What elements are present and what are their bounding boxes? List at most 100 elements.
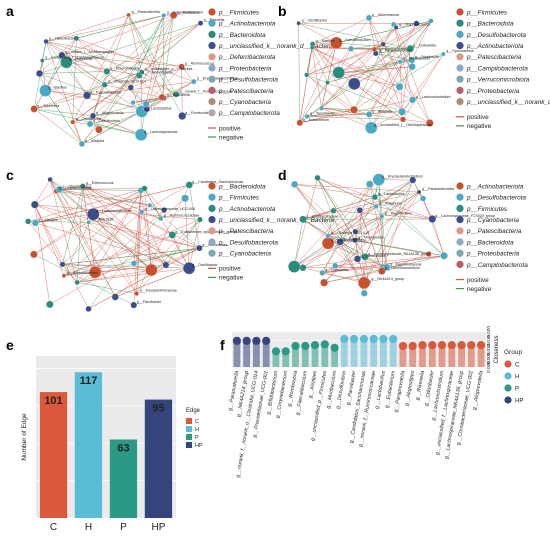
lollipop-point [477,341,486,350]
positive-edge [411,20,432,61]
network-node [425,251,432,257]
negative-edge [62,264,190,269]
network-node-label: g__Sporosarcina [446,49,473,53]
network-node-label: g__Lactobacillus [145,106,172,110]
network-node [380,41,386,47]
network-node-label: g__Parabacteroides [422,187,454,191]
lollipop-stem [467,345,475,367]
positive-edge [88,222,152,271]
negative-edge [86,71,108,96]
network-legend: p__Firmicutes p__Bacteroidota p__Desulfoba… [456,8,550,130]
legend-dot [208,216,216,224]
negative-edge [374,196,445,256]
negative-edge [128,14,177,95]
positive-edge [34,95,88,110]
positive-edge [76,38,194,82]
lollipop-point [467,341,476,350]
legend-dot [208,109,216,117]
positive-edge [146,15,174,110]
lollipop-point [301,341,310,351]
negative-edge [136,219,201,294]
network-node-label: g__Alloprevotella [96,111,124,115]
lollipop-stem [389,339,397,367]
network-node [46,300,54,309]
positive-edge [35,184,190,224]
y-tick-label: 0.000 [486,361,492,373]
network-node-label: g__unclassified_o__Clostridia [145,67,193,71]
positive-edge [335,255,445,267]
legend-label: p__Patescibacteria [218,228,274,235]
negative-edge [72,38,77,123]
positive-edge [294,184,375,198]
network-node [95,125,103,134]
network-node-label: g__norank_f__Ruminococcaceae [179,89,233,93]
panel-letter-d: d [278,167,287,183]
network-node-label: g__Oscillibacter [76,117,102,121]
network-node-label: g__Ruminococcus [185,62,215,66]
negative-edge [322,183,370,274]
network-node [330,36,343,50]
legend-dot [456,249,464,257]
positive-edge [302,206,377,268]
lollipop-point [428,341,437,350]
positive-edge [28,188,145,222]
network-node [139,69,145,75]
negative-edge [307,109,355,117]
positive-edge [61,54,182,67]
negative-edge [133,247,200,264]
positive-edge [401,53,444,113]
positive-edge [321,42,337,109]
network-node [30,105,38,113]
positive-edge [327,61,401,83]
network-node-label: g__Bilophila [372,109,392,113]
network-node-label: g__UBA1819 [92,217,113,221]
positive-edge [342,27,397,74]
network-panel-d: g__Helicobacter g__NK4A214_group g__Rosebu… [288,173,528,297]
positive-edge [312,43,339,73]
positive-edge [82,185,137,294]
network-node-label: g__Dubosiella [167,93,190,97]
network-node [127,84,134,91]
lollipop-point [310,341,320,350]
legend-dot [504,360,512,368]
positive-edge [312,43,355,110]
legend-negative-label: negative [467,286,492,293]
negative-edge [34,108,94,117]
legend-dot [208,86,216,94]
positive-edge [312,17,370,45]
network-node-label: g__Oscillibacter [192,263,218,267]
negative-edge [298,23,301,123]
network-node-label: g__Monoglobus [358,235,384,239]
network-node [409,96,417,104]
positive-edge [33,108,83,145]
network-node [365,111,373,118]
lollipop-point [369,334,378,344]
legend-negative-label: negative [219,275,244,282]
network-nodes: g__Bacteroides g__Enterococcus g__Erysipel… [25,176,243,312]
network-node-label: g__Romboutsia [185,111,210,115]
legend-label: p__Bacteroidota [218,32,266,39]
negative-edge [128,14,183,117]
positive-edge [77,269,152,283]
network-node [47,176,53,183]
positive-edge [49,179,190,269]
positive-edge [160,198,186,219]
positive-edge [381,180,414,272]
positive-edge [306,49,375,76]
network-node [55,185,63,194]
network-node-label: g__Staphylococcus [399,23,430,27]
network-node [134,128,148,141]
network-node [35,69,44,78]
network-node-label: g__unclassified_f__Oscillospiraceae [374,123,432,127]
network-node [409,176,417,184]
network-node [325,233,331,239]
negative-edge [76,185,84,283]
legend-dot [456,182,464,190]
network-node [428,215,437,223]
legend-label: p__Verrucomicrobiota [466,77,530,84]
legend-label: p__Actinobacteriota [218,206,276,213]
panel-letter-a: a [6,3,14,19]
network-node-label: g__Alistipes [38,218,58,222]
network-node-label: g__Eggerthellaceae [390,262,422,266]
positive-edge [136,190,142,294]
